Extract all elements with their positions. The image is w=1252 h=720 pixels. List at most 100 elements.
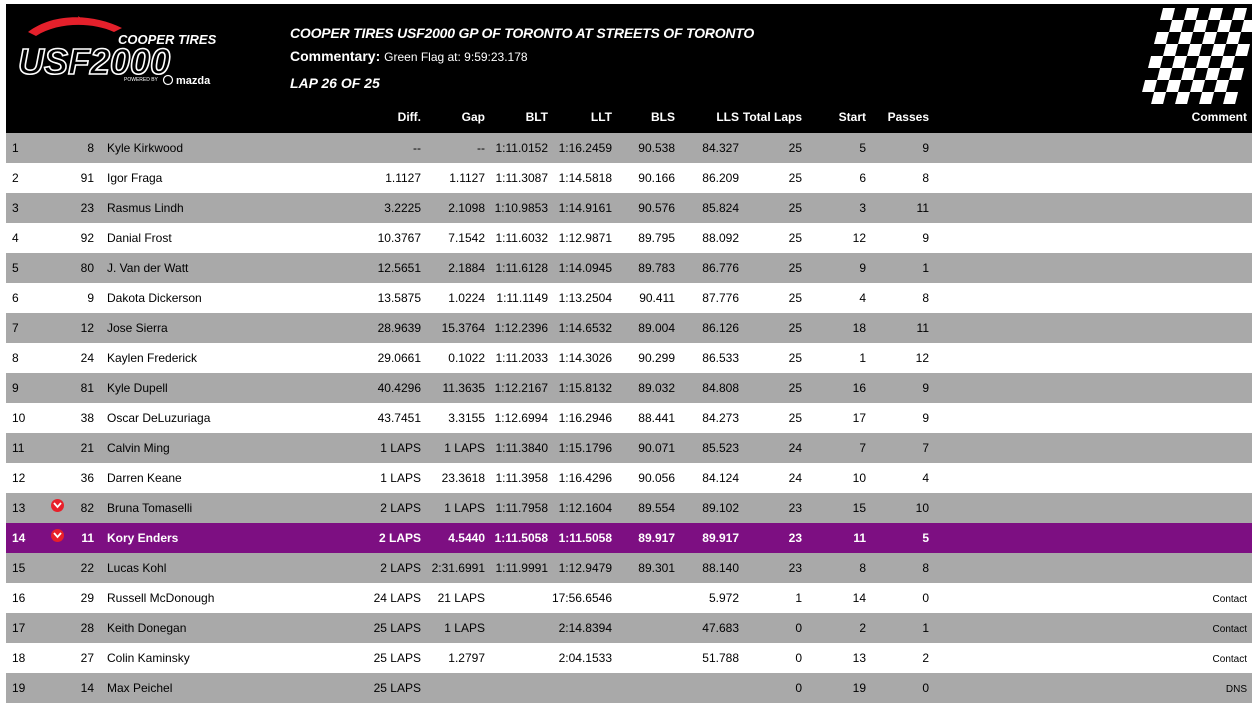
driver-name: Lucas Kohl	[107, 561, 167, 575]
car-number: 22	[80, 561, 94, 575]
bls-value: 90.411	[639, 291, 675, 305]
llt-value: 1:12.9479	[558, 561, 612, 575]
total-laps-value: 25	[788, 141, 802, 155]
bls-value: 89.795	[638, 231, 675, 245]
bls-value: 90.071	[638, 441, 675, 455]
llt-value: 1:12.9871	[558, 231, 612, 245]
start-value: 13	[852, 651, 866, 665]
table-row: 18 27 Colin Kaminsky 25 LAPS 1.2797 2:04.1533…	[6, 643, 1252, 673]
passes-value: 10	[915, 501, 929, 515]
table-row: 15 22 Lucas Kohl 2 LAPS 2:31.6991 1:11.9991 1:…	[6, 553, 1252, 583]
col-gap: Gap	[461, 110, 485, 124]
llt-value: 1:16.4296	[558, 471, 612, 485]
total-laps-value: 25	[788, 201, 802, 215]
col-start: Start	[838, 110, 866, 124]
gap-value: 2:31.6991	[431, 561, 485, 575]
passes-value: 2	[922, 651, 929, 665]
total-laps-value: 25	[788, 171, 802, 185]
diff-value: 1 LAPS	[380, 471, 421, 485]
start-value: 17	[852, 411, 866, 425]
gap-value: 4.5440	[448, 531, 485, 545]
comment-value: Contact	[1212, 624, 1247, 635]
passes-value: 4	[922, 471, 929, 485]
driver-name: Max Peichel	[107, 681, 173, 695]
total-laps-value: 25	[788, 291, 802, 305]
lls-value: 51.788	[702, 651, 739, 665]
blt-value: 1:11.3958	[495, 471, 549, 485]
driver-name: Russell McDonough	[107, 591, 215, 605]
lls-value: 87.776	[702, 291, 739, 305]
position: 5	[12, 261, 19, 275]
start-value: 4	[859, 291, 866, 305]
commentary-value: Green Flag at: 9:59:23.178	[384, 50, 528, 64]
total-laps-value: 25	[788, 261, 802, 275]
gap-value: --	[477, 141, 485, 155]
position-down-icon	[51, 529, 64, 542]
header-bar: COOPER TIRES USF2000 POWERED BY mazda CO…	[6, 4, 1252, 133]
table-row: 16 29 Russell McDonough 24 LAPS 21 LAPS 17:56…	[6, 583, 1252, 613]
passes-value: 12	[915, 351, 929, 365]
diff-value: 1.1127	[385, 171, 421, 185]
car-number: 12	[80, 321, 94, 335]
car-number: 81	[80, 381, 94, 395]
table-row: 4 92 Danial Frost 10.3767 7.1542 1:11.6032 1:1…	[6, 223, 1252, 253]
bls-value: 90.166	[638, 171, 675, 185]
gap-value: 1.2797	[448, 651, 485, 665]
comment-value: Contact	[1212, 594, 1247, 605]
diff-value: 24 LAPS	[373, 591, 421, 605]
car-number: 80	[80, 261, 94, 275]
driver-name: Igor Fraga	[107, 171, 163, 185]
total-laps-value: 25	[788, 381, 802, 395]
start-value: 10	[852, 471, 866, 485]
lls-value: 86.533	[702, 351, 739, 365]
usf2000-logo: COOPER TIRES USF2000 POWERED BY mazda	[14, 10, 244, 92]
start-value: 16	[852, 381, 866, 395]
car-number: 92	[80, 231, 94, 245]
start-value: 15	[852, 501, 866, 515]
bls-value: 90.299	[638, 351, 675, 365]
gap-value: 1 LAPS	[444, 501, 485, 515]
lls-value: 88.140	[702, 561, 739, 575]
blt-value: 1:11.3840	[495, 441, 549, 455]
llt-value: 1:11.5058	[558, 531, 612, 545]
start-value: 14	[852, 591, 866, 605]
lls-value: 86.209	[702, 171, 739, 185]
gap-value: 23.3618	[441, 471, 485, 485]
bls-value: 89.004	[638, 321, 675, 335]
table-row: 6 9 Dakota Dickerson 13.5875 1.0224 1:11.1149…	[6, 283, 1252, 313]
total-laps-value: 23	[788, 531, 802, 545]
position: 9	[12, 381, 19, 395]
gap-value: 11.3635	[442, 381, 486, 395]
total-laps-value: 24	[788, 471, 802, 485]
race-title: COOPER TIRES USF2000 GP OF TORONTO AT ST…	[290, 25, 755, 41]
total-laps-value: 0	[795, 651, 802, 665]
lls-value: 86.776	[702, 261, 739, 275]
col-total-laps: Total Laps	[742, 110, 802, 124]
driver-name: Oscar DeLuzuriaga	[107, 411, 211, 425]
start-value: 7	[859, 441, 866, 455]
total-laps-value: 1	[795, 591, 802, 605]
total-laps-value: 23	[788, 501, 802, 515]
blt-value: 1:10.9853	[494, 201, 548, 215]
position-down-icon	[51, 499, 64, 512]
diff-value: 2 LAPS	[378, 531, 421, 545]
table-row: 2 91 Igor Fraga 1.1127 1.1127 1:11.3087 1:14.5…	[6, 163, 1252, 193]
driver-name: Jose Sierra	[107, 321, 168, 335]
position: 14	[12, 531, 26, 545]
start-value: 18	[852, 321, 866, 335]
blt-value: 1:11.2033	[495, 351, 549, 365]
car-number: 36	[80, 471, 94, 485]
gap-value: 2.1098	[448, 201, 485, 215]
gap-value: 3.3155	[448, 411, 485, 425]
driver-name: J. Van der Watt	[107, 261, 189, 275]
passes-value: 7	[922, 441, 929, 455]
gap-value: 0.1022	[448, 351, 485, 365]
lap-counter: LAP 26 OF 25	[290, 75, 380, 91]
commentary-label: Commentary:	[290, 48, 381, 64]
start-value: 2	[859, 621, 866, 635]
passes-value: 0	[922, 681, 929, 695]
llt-value: 2:14.8394	[558, 621, 612, 635]
col-comment: Comment	[1191, 110, 1247, 124]
passes-value: 9	[922, 231, 929, 245]
bls-value: 90.576	[638, 201, 675, 215]
